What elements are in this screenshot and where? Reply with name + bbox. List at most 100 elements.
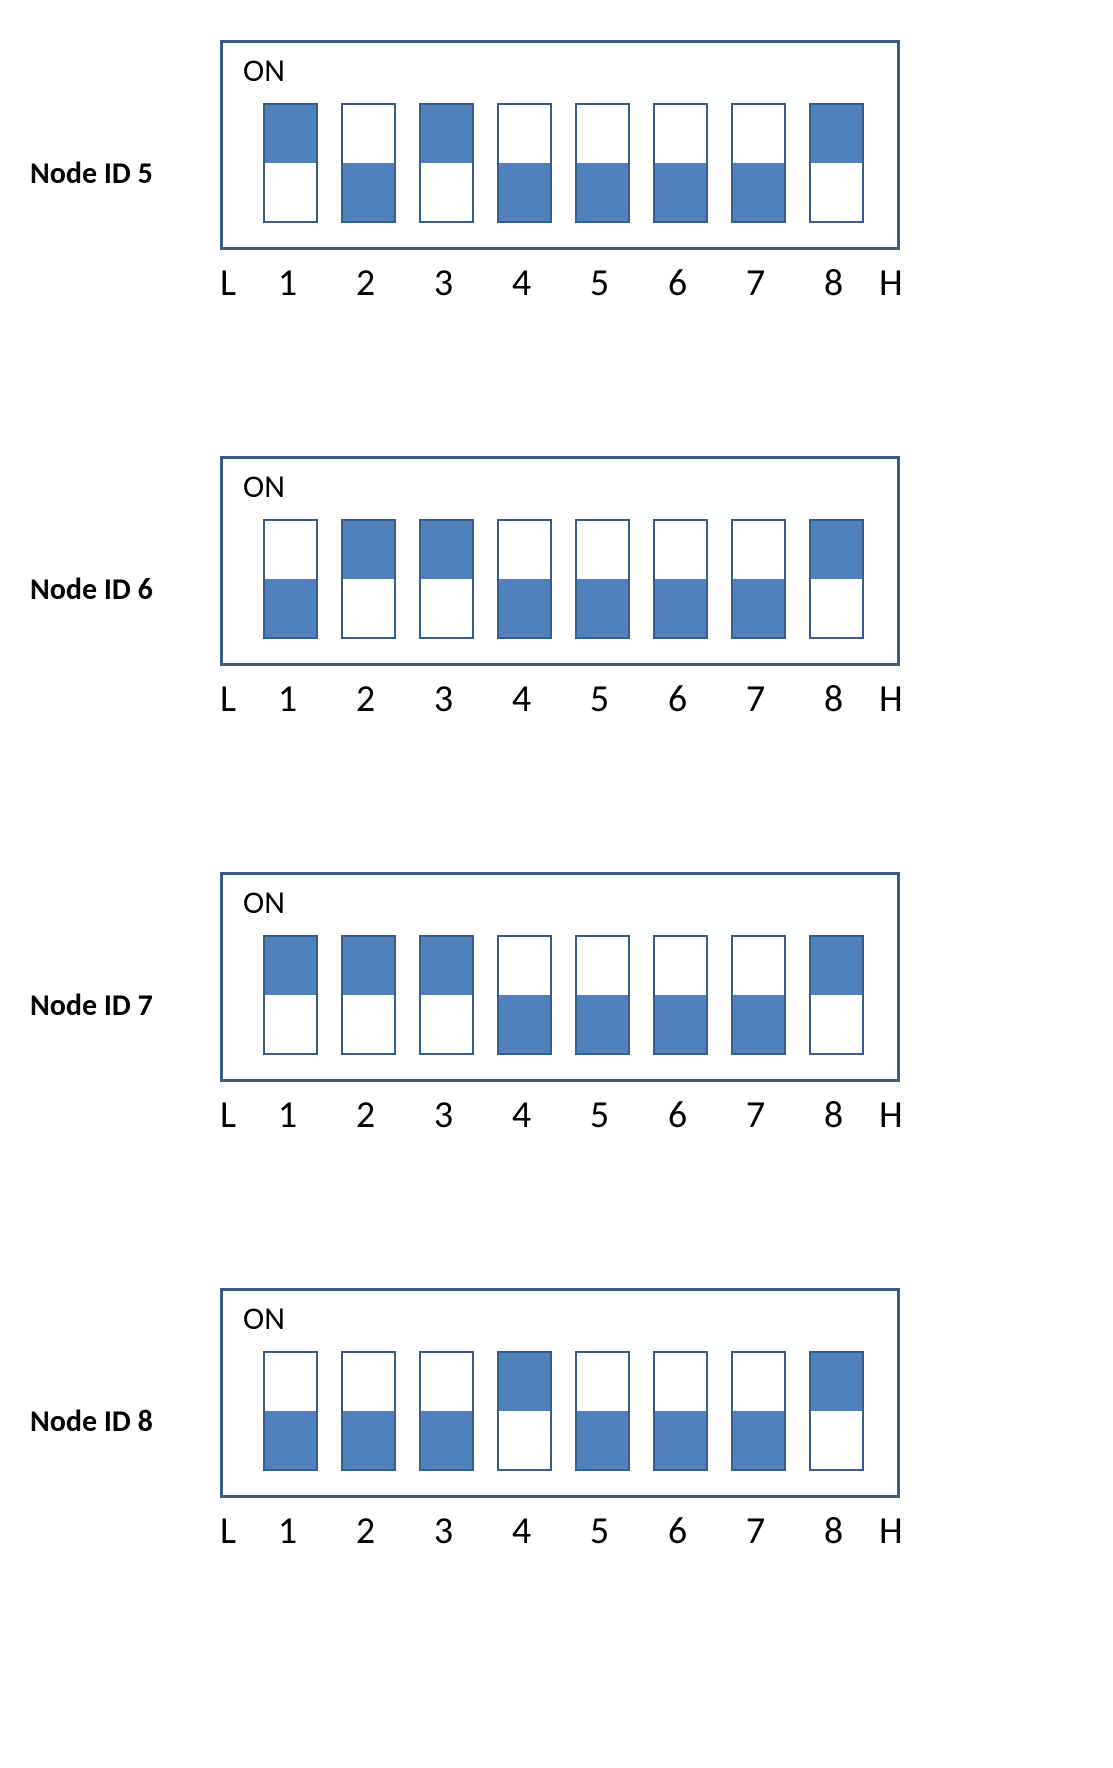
position-number: 3 bbox=[416, 1508, 471, 1554]
switch-frame: ON bbox=[220, 1288, 900, 1498]
dip-switch bbox=[653, 1351, 708, 1471]
dip-switch bbox=[731, 103, 786, 223]
position-number: 5 bbox=[572, 1508, 627, 1554]
dip-switch bbox=[497, 1351, 552, 1471]
label-low: L bbox=[220, 676, 260, 722]
dip-switch bbox=[731, 519, 786, 639]
position-number: 5 bbox=[572, 260, 627, 306]
position-number: 4 bbox=[494, 260, 549, 306]
position-labels: L12345678H bbox=[220, 676, 903, 722]
switch-top-half bbox=[499, 521, 550, 579]
switch-strip bbox=[263, 519, 864, 639]
switch-bottom-half bbox=[265, 1411, 316, 1469]
position-number: 4 bbox=[494, 1508, 549, 1554]
node-id-label: Node ID 5 bbox=[30, 155, 220, 192]
position-number: 8 bbox=[806, 260, 861, 306]
switch-top-half bbox=[577, 521, 628, 579]
position-number: 3 bbox=[416, 676, 471, 722]
dip-switch bbox=[575, 519, 630, 639]
switch-bottom-half bbox=[343, 1411, 394, 1469]
switch-block: ON L12345678H bbox=[220, 1288, 903, 1554]
switch-bottom-half bbox=[421, 1411, 472, 1469]
on-label: ON bbox=[243, 51, 285, 90]
dip-switch bbox=[263, 935, 318, 1055]
dip-switch bbox=[497, 103, 552, 223]
position-number: 2 bbox=[338, 260, 393, 306]
switch-bottom-half bbox=[577, 995, 628, 1053]
switch-top-half bbox=[577, 105, 628, 163]
dip-switch bbox=[653, 935, 708, 1055]
switch-frame: ON bbox=[220, 40, 900, 250]
position-number: 3 bbox=[416, 260, 471, 306]
node-id-label: Node ID 7 bbox=[30, 987, 220, 1024]
node-id-label: Node ID 8 bbox=[30, 1403, 220, 1440]
position-number: 5 bbox=[572, 676, 627, 722]
position-number: 7 bbox=[728, 1508, 783, 1554]
dip-switch bbox=[263, 519, 318, 639]
position-labels: L12345678H bbox=[220, 260, 903, 306]
switch-top-half bbox=[733, 937, 784, 995]
position-labels: L12345678H bbox=[220, 1508, 903, 1554]
label-high: H bbox=[879, 260, 903, 306]
dip-switch-diagram: Node ID 5ONL12345678HNode ID 6ONL1234567… bbox=[30, 40, 1083, 1554]
dip-switch bbox=[341, 1351, 396, 1471]
dip-row: Node ID 7ON L12345678H bbox=[30, 872, 1083, 1138]
dip-switch bbox=[809, 935, 864, 1055]
dip-switch bbox=[263, 1351, 318, 1471]
position-number: 1 bbox=[260, 676, 315, 722]
switch-bottom-half bbox=[733, 579, 784, 637]
dip-switch bbox=[653, 519, 708, 639]
switch-bottom-half bbox=[421, 995, 472, 1053]
switch-bottom-half bbox=[499, 1411, 550, 1469]
position-number: 2 bbox=[338, 1508, 393, 1554]
label-low: L bbox=[220, 1508, 260, 1554]
dip-switch bbox=[809, 1351, 864, 1471]
position-number: 6 bbox=[650, 676, 705, 722]
switch-bottom-half bbox=[343, 163, 394, 221]
position-number: 1 bbox=[260, 260, 315, 306]
dip-switch bbox=[341, 519, 396, 639]
position-labels: L12345678H bbox=[220, 1092, 903, 1138]
label-low: L bbox=[220, 260, 260, 306]
position-number: 2 bbox=[338, 1092, 393, 1138]
switch-bottom-half bbox=[421, 579, 472, 637]
switch-top-half bbox=[499, 105, 550, 163]
position-number: 8 bbox=[806, 1092, 861, 1138]
switch-block: ON L12345678H bbox=[220, 40, 903, 306]
switch-top-half bbox=[811, 105, 862, 163]
switch-frame: ON bbox=[220, 456, 900, 666]
position-number: 7 bbox=[728, 260, 783, 306]
switch-bottom-half bbox=[265, 163, 316, 221]
switch-top-half bbox=[577, 1353, 628, 1411]
position-number: 2 bbox=[338, 676, 393, 722]
position-number: 8 bbox=[806, 1508, 861, 1554]
switch-strip bbox=[263, 103, 864, 223]
switch-bottom-half bbox=[577, 1411, 628, 1469]
position-number: 6 bbox=[650, 1508, 705, 1554]
switch-top-half bbox=[343, 937, 394, 995]
switch-top-half bbox=[733, 105, 784, 163]
switch-bottom-half bbox=[499, 579, 550, 637]
position-number: 3 bbox=[416, 1092, 471, 1138]
switch-bottom-half bbox=[811, 579, 862, 637]
dip-switch bbox=[419, 935, 474, 1055]
dip-row: Node ID 6ONL12345678H bbox=[30, 456, 1083, 722]
position-number: 7 bbox=[728, 676, 783, 722]
dip-switch bbox=[731, 935, 786, 1055]
switch-top-half bbox=[733, 521, 784, 579]
switch-top-half bbox=[265, 521, 316, 579]
dip-switch bbox=[809, 519, 864, 639]
label-high: H bbox=[879, 676, 903, 722]
switch-top-half bbox=[421, 105, 472, 163]
switch-strip bbox=[263, 935, 864, 1055]
switch-frame: ON bbox=[220, 872, 900, 1082]
switch-top-half bbox=[343, 521, 394, 579]
switch-bottom-half bbox=[265, 579, 316, 637]
switch-bottom-half bbox=[655, 579, 706, 637]
position-number: 1 bbox=[260, 1508, 315, 1554]
on-label: ON bbox=[243, 1299, 285, 1338]
switch-bottom-half bbox=[655, 1411, 706, 1469]
switch-bottom-half bbox=[733, 1411, 784, 1469]
position-number: 6 bbox=[650, 260, 705, 306]
switch-bottom-half bbox=[655, 163, 706, 221]
